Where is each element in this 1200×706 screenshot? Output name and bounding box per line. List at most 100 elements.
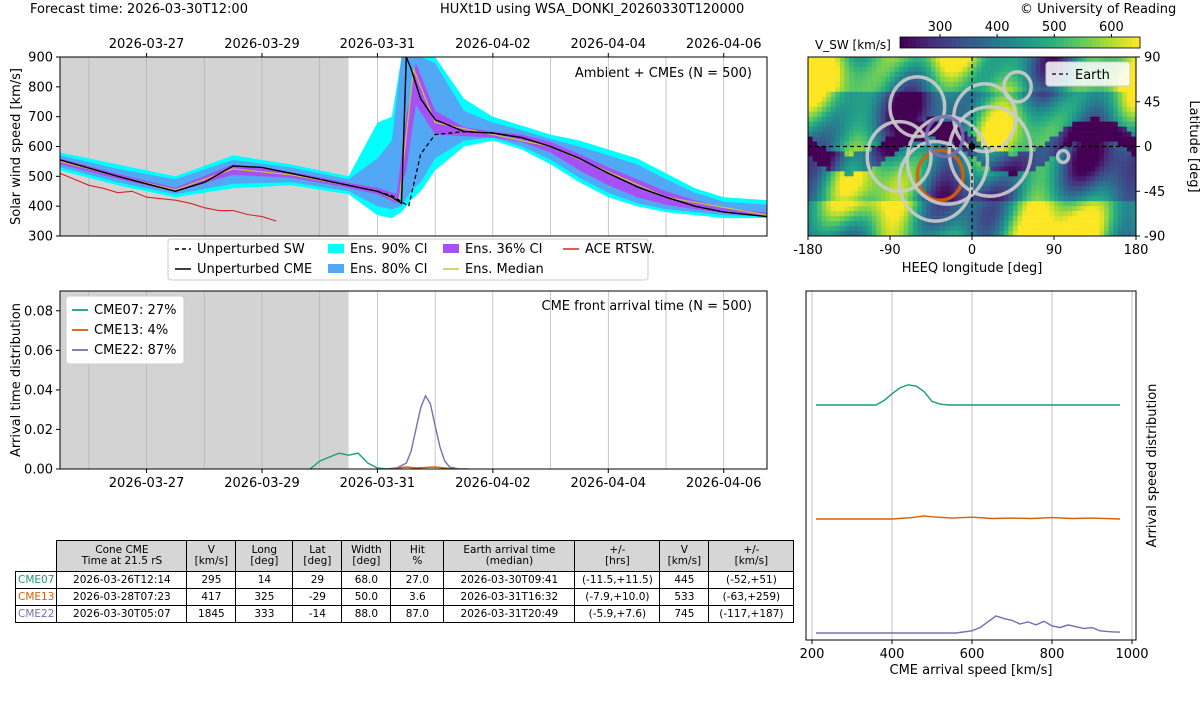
map-cell [1108,206,1114,212]
map-cell [1063,121,1068,127]
table-header-cell: +/- [km/s] [708,540,795,572]
table-header-text: [deg] [352,555,381,567]
table-header-text: [deg] [303,555,332,567]
map-cell [1003,146,1009,152]
map-xtick-label: -180 [793,243,823,258]
map-cell [1085,121,1091,127]
map-cell [885,116,891,122]
map-cell [1108,171,1114,177]
map-cell [858,57,863,63]
map-cell [890,171,895,177]
map-cell [1044,211,1050,217]
map-cell [1095,181,1100,187]
map-cell [990,121,996,127]
table-header-cell: Earth arrival time (median) [443,540,576,572]
speed-xtick-label: 2026-04-06 [686,37,762,52]
map-cell [1117,101,1123,108]
map-cell [994,131,1000,137]
map-cell [1067,231,1073,236]
map-cell [1031,196,1037,202]
map-cell [894,211,900,217]
map-cell [880,61,886,68]
map-cell [1049,106,1055,112]
map-cell [1126,191,1132,197]
map-cell [1040,216,1046,222]
map-cell [1104,136,1109,142]
arrival-time-legend: CME07: 27%CME13: 4%CME22: 87% [65,295,185,365]
map-cell [880,116,886,122]
map-cell [921,136,927,142]
map-cell [858,81,863,88]
map-cell [867,106,873,112]
map-cell [931,131,936,137]
map-cell [808,226,813,232]
map-cell [1090,161,1096,167]
map-cell [1067,116,1073,122]
map-cell [871,206,877,212]
map-cell [994,101,1000,108]
map-cell [976,206,982,212]
map-cell [844,216,850,222]
map-cell [985,231,991,236]
table-header-text: Hit [409,544,425,556]
map-cell [953,61,959,68]
map-cell [1104,176,1109,182]
map-cell [908,66,914,73]
map-cell [985,86,991,93]
map-cell [826,71,832,78]
map-cell [871,106,877,112]
map-cell [844,166,850,172]
map-cell [1013,96,1018,103]
map-cell [826,161,832,167]
map-cell [953,216,959,222]
map-cell [940,141,945,147]
map-cell [1095,156,1100,162]
map-cell [1072,131,1078,137]
map-cell [1076,131,1082,137]
map-cell [962,231,968,236]
map-cell [999,211,1005,217]
map-cell [849,166,854,172]
map-cell [903,91,909,98]
map-cell [812,221,818,227]
map-cell [1035,166,1041,172]
map-cell [1035,116,1041,122]
colorbar-segment [952,37,957,48]
map-cell [1076,106,1082,112]
map-cell [931,186,936,192]
map-cell [990,57,996,63]
map-cell [862,91,868,98]
map-cell [835,121,841,127]
map-cell [1044,126,1050,132]
map-cell [1031,111,1037,117]
colorbar-segment [1012,37,1017,48]
map-cell [1099,126,1105,132]
map-cell [1031,166,1037,172]
map-cell [876,91,882,98]
map-cell [1081,226,1087,232]
map-cell [826,221,832,227]
map-cell [885,151,891,157]
map-cell [826,151,832,157]
map-cell [844,191,850,197]
table-header-text: [km/s] [734,555,769,567]
map-cell [1026,126,1032,132]
map-cell [1049,216,1055,222]
map-cell [994,176,1000,182]
map-cell [844,91,850,98]
map-cell [994,106,1000,112]
map-cell [849,71,854,78]
map-cell [990,231,996,236]
map-cell [985,216,991,222]
map-cell [880,151,886,157]
map-cell [1049,231,1055,236]
map-xtick-label: 180 [1124,243,1149,258]
map-cell [808,161,813,167]
map-cell [1058,57,1064,63]
map-ytick-label: 90 [1144,51,1161,66]
colorbar-segment [1084,37,1089,48]
map-cell [976,221,982,227]
map-cell [990,111,996,117]
map-cell [1049,196,1055,202]
map-cell [940,161,945,167]
